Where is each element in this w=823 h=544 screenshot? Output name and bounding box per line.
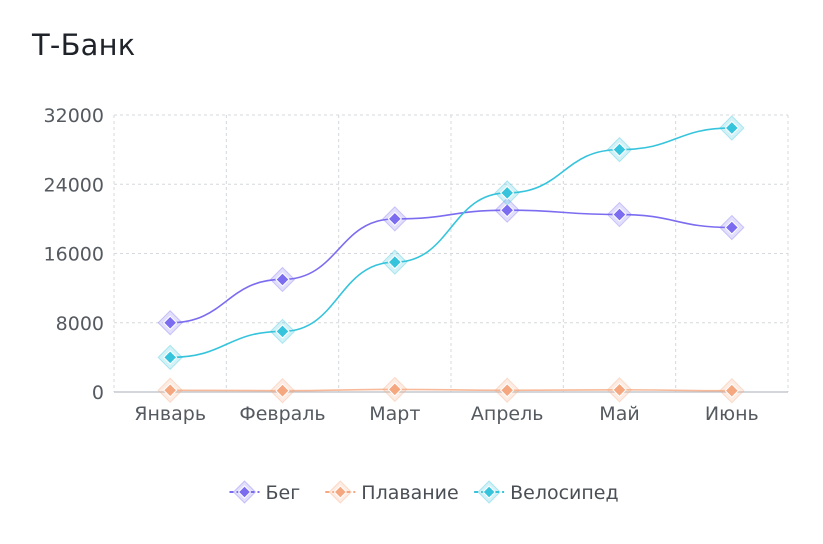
data-point — [499, 185, 515, 201]
data-point — [612, 207, 627, 222]
legend: Бег Плавание Велосипед — [229, 480, 619, 504]
x-tick-label: Апрель — [471, 403, 544, 425]
legend-label: Велосипед — [510, 482, 619, 504]
legend-marker — [237, 485, 252, 499]
legend-marker — [482, 485, 496, 499]
data-point — [162, 350, 178, 365]
data-point — [162, 383, 178, 398]
legend-label: Бег — [266, 482, 301, 504]
y-tick-label: 8000 — [56, 313, 104, 335]
data-point — [387, 211, 403, 227]
x-tick-label: Май — [599, 403, 639, 425]
data-point — [387, 382, 403, 397]
legend-marker — [333, 485, 348, 499]
x-tick-label: Январь — [134, 403, 206, 425]
data-point — [499, 203, 515, 218]
grid — [113, 114, 789, 392]
legend-item: Велосипед — [474, 480, 619, 504]
y-tick-label: 32000 — [44, 105, 104, 127]
data-point — [387, 254, 403, 270]
series-line-0 — [170, 209, 732, 324]
y-tick-label: 16000 — [44, 244, 104, 266]
data-point — [724, 383, 740, 398]
legend-item: Плавание — [325, 480, 459, 504]
x-tick-label: Март — [369, 403, 420, 425]
legend-item: Бег — [229, 480, 301, 504]
data-point — [612, 142, 627, 157]
chart-title: Т-Банк — [32, 28, 136, 62]
data-point — [499, 383, 515, 398]
legend-label: Плавание — [361, 482, 458, 504]
series-line-1 — [170, 388, 732, 392]
data-point — [275, 272, 290, 287]
y-tick-label: 0 — [92, 382, 104, 404]
data-point — [724, 220, 740, 235]
x-tick-label: Февраль — [239, 403, 325, 425]
y-tick-label: 24000 — [44, 174, 104, 196]
data-point — [724, 120, 740, 136]
data-point — [275, 324, 290, 339]
data-point — [275, 383, 290, 398]
x-tick-label: Июнь — [705, 403, 759, 425]
data-point — [162, 315, 178, 330]
data-point — [612, 382, 627, 398]
